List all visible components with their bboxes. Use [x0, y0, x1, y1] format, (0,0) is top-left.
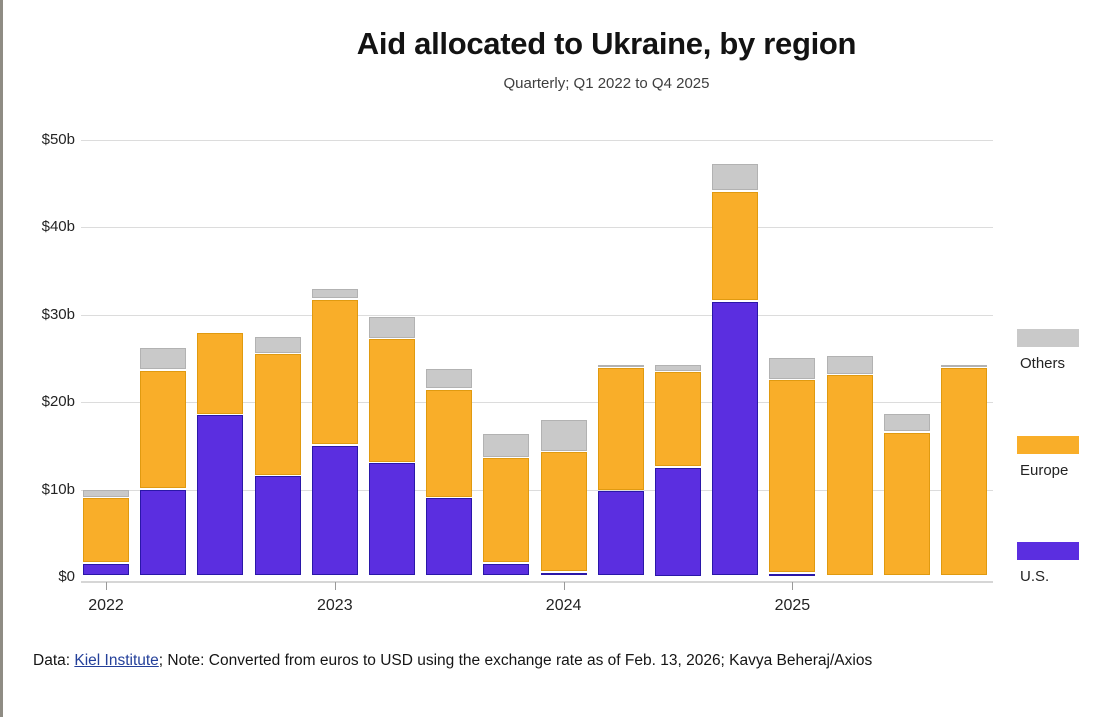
bar-segment-us-q2-2022: [140, 489, 187, 576]
x-axis-year-tick: [563, 582, 565, 590]
bar-segment-us-q1-2023: [311, 445, 358, 576]
chart-title: Aid allocated to Ukraine, by region: [356, 26, 857, 61]
bar-segment-others-q4-2023: [483, 433, 530, 457]
footer-suffix: ; Note: Converted from euros to USD usin…: [158, 652, 873, 669]
gridline-$20b: [81, 402, 993, 404]
bar-segment-europe-q3-2025: [883, 432, 930, 576]
chart-header: Aid allocated to Ukraine, by region Quar…: [3, 26, 1098, 92]
footer-note: Data: Kiel Institute; Note: Converted fr…: [33, 652, 872, 670]
bar-segment-us-q1-2022: [83, 563, 129, 576]
bar-segment-others-q2-2025: [826, 355, 873, 374]
kiel-institute-link[interactable]: Kiel Institute: [74, 652, 159, 669]
bar-segment-europe-q4-2023: [483, 458, 530, 563]
x-axis-year-label: 2022: [88, 597, 124, 614]
y-axis-tick-label: $20b: [41, 393, 75, 411]
y-axis-tick-label: $30b: [41, 305, 75, 323]
bar-segment-europe-q3-2022: [197, 333, 244, 414]
bar-segment-europe-q2-2023: [369, 339, 415, 462]
bar-segment-europe-q1-2025: [769, 380, 816, 572]
bar-segment-us-q4-2023: [483, 563, 530, 576]
y-axis-tick-label: $50b: [41, 131, 75, 148]
bar-segment-europe-q4-2025: [941, 368, 987, 576]
x-axis-year-label: 2024: [545, 597, 582, 614]
gridline-$10b: [81, 489, 993, 491]
bar-segment-europe-q4-2022: [254, 354, 301, 475]
gridline-$30b: [81, 314, 993, 316]
legend-label-others: Others: [1020, 355, 1066, 372]
x-axis-year-label: 2023: [317, 597, 353, 614]
legend-swatch-europe: [1017, 436, 1079, 454]
bar-segment-others-q1-2022: [83, 489, 129, 497]
bar-segment-us-q4-2024: [712, 301, 759, 576]
y-axis-tick-label: $40b: [41, 218, 75, 236]
bar-segment-europe-q3-2023: [426, 389, 473, 497]
bar-segment-others-q3-2023: [426, 368, 473, 389]
gridline-$50b: [81, 140, 993, 141]
bar-segment-europe-q4-2024: [712, 191, 759, 301]
y-axis-tick-label: $10b: [41, 480, 75, 498]
legend-label-europe: Europe: [1020, 462, 1069, 479]
bar-segment-europe-q2-2024: [597, 368, 644, 490]
bar-segment-europe-q3-2024: [655, 372, 701, 467]
x-axis-year-tick: [792, 582, 794, 590]
bar-segment-others-q4-2022: [254, 336, 301, 353]
bar-segment-europe-q2-2025: [826, 375, 873, 576]
bar-segment-others-q4-2024: [712, 164, 759, 191]
bar-segment-europe-q1-2022: [83, 498, 129, 563]
gridline-$40b: [81, 227, 993, 229]
bar-segment-others-q2-2022: [140, 348, 187, 370]
bar-segment-others-q3-2024: [655, 365, 701, 371]
chart-subtitle: Quarterly; Q1 2022 to Q4 2025: [503, 75, 710, 92]
bar-segment-others-q1-2023: [311, 288, 358, 299]
bar-segment-others-q4-2025: [941, 365, 987, 368]
bar-segment-others-q1-2025: [769, 357, 816, 379]
bar-segment-us-q4-2022: [254, 476, 301, 576]
bar-segment-us-q2-2023: [369, 463, 415, 576]
x-axis-line: [81, 581, 993, 583]
footer-prefix: Data:: [33, 652, 75, 669]
bar-segment-europe-q1-2023: [311, 299, 358, 445]
bar-segment-europe-q2-2022: [140, 370, 187, 489]
bar-segment-us-q1-2024: [540, 572, 587, 576]
bar-segment-us-q1-2025: [769, 573, 816, 576]
x-axis-year-tick: [334, 582, 336, 590]
bar-segment-others-q1-2024: [540, 419, 587, 451]
bar-segment-europe-q1-2024: [540, 452, 587, 572]
bar-segment-us-q3-2024: [655, 467, 701, 576]
x-axis-year-label: 2025: [774, 597, 811, 614]
bar-segment-others-q2-2024: [597, 365, 644, 368]
bar-segment-us-q2-2024: [597, 491, 644, 576]
x-axis-year-tick: [106, 582, 107, 590]
bar-segment-us-q3-2022: [197, 415, 244, 576]
legend-swatch-others: [1017, 329, 1079, 347]
bar-segment-others-q3-2025: [883, 413, 930, 432]
bar-segment-others-q2-2023: [369, 316, 415, 338]
bar-segment-us-q3-2023: [426, 498, 473, 576]
y-axis-tick-label: $0: [58, 568, 75, 585]
legend-swatch-us: [1017, 542, 1079, 560]
legend-label-us: U.S.: [1020, 568, 1050, 585]
